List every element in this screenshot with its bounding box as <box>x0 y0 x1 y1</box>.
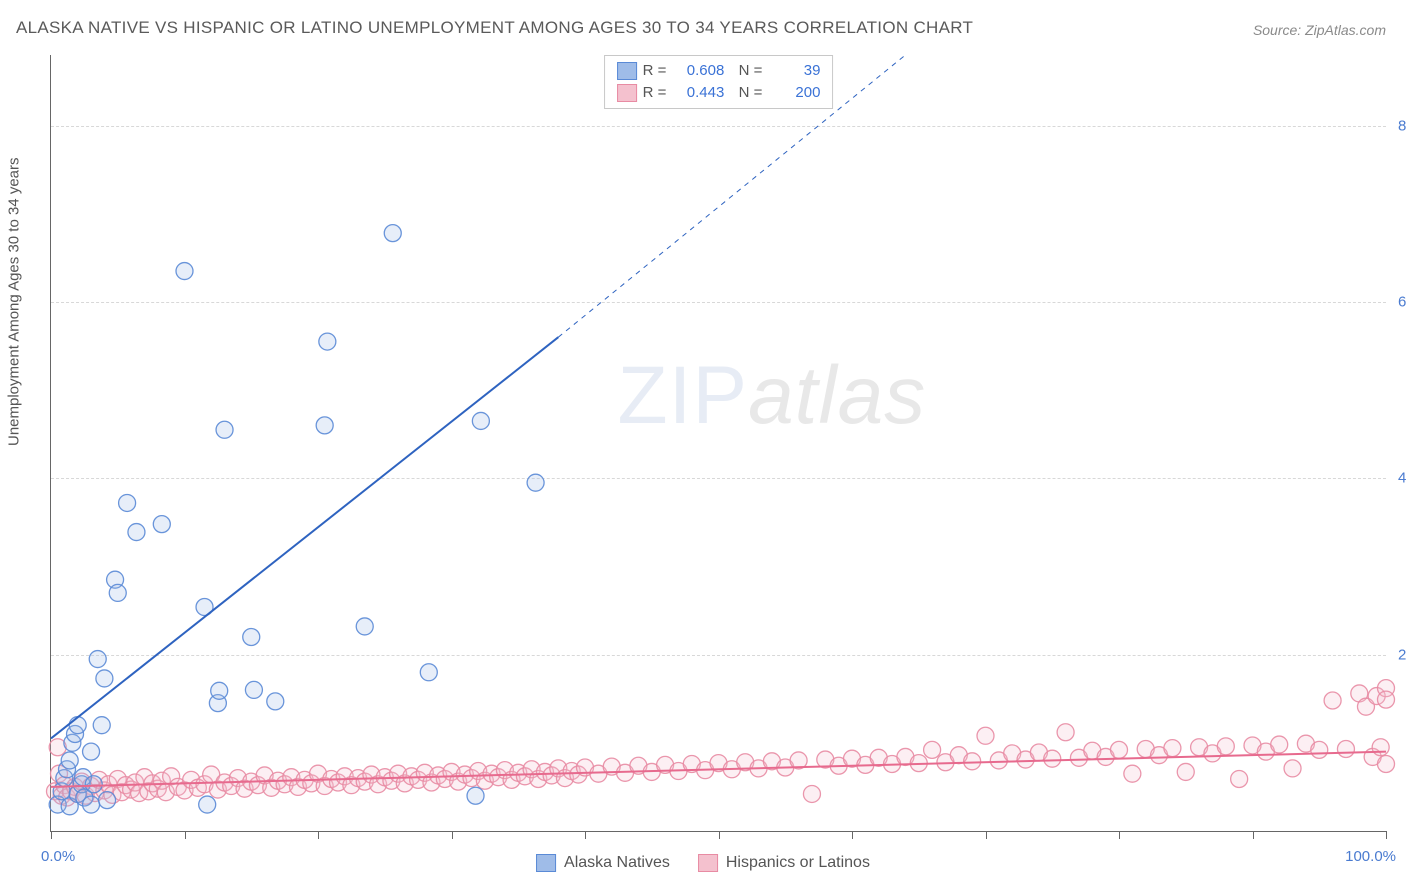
data-point <box>924 741 941 758</box>
data-point <box>316 417 333 434</box>
legend-n-label: N = <box>730 82 762 104</box>
data-point <box>803 785 820 802</box>
chart-svg <box>51 55 1386 831</box>
data-point <box>1337 740 1354 757</box>
plot-area: ZIPatlas R = 0.608 N = 39 R = 0.443 N = … <box>50 55 1386 832</box>
legend-r-label: R = <box>643 60 667 82</box>
data-point <box>1271 736 1288 753</box>
data-point <box>211 682 228 699</box>
legend-label-blue: Alaska Natives <box>564 854 670 872</box>
legend-item-pink: Hispanics or Latinos <box>698 854 870 872</box>
chart-title: ALASKA NATIVE VS HISPANIC OR LATINO UNEM… <box>16 18 973 38</box>
data-point <box>1164 740 1181 757</box>
data-point <box>1217 738 1234 755</box>
data-point <box>216 421 233 438</box>
x-tick <box>1253 831 1254 839</box>
data-point <box>1044 750 1061 767</box>
y-tick-label: 40.0% <box>1388 470 1406 487</box>
x-tick <box>719 831 720 839</box>
data-point <box>1311 741 1328 758</box>
x-tick <box>452 831 453 839</box>
y-tick-label: 20.0% <box>1388 646 1406 663</box>
x-tick <box>51 831 52 839</box>
x-tick <box>1386 831 1387 839</box>
data-point <box>1057 724 1074 741</box>
source-text: Source: ZipAtlas.com <box>1253 22 1386 38</box>
x-tick <box>986 831 987 839</box>
x-tick <box>852 831 853 839</box>
swatch-blue <box>536 854 556 872</box>
swatch-pink <box>617 84 637 102</box>
x-tick <box>1119 831 1120 839</box>
legend-r-blue: 0.608 <box>672 60 724 82</box>
x-tick <box>318 831 319 839</box>
swatch-pink <box>698 854 718 872</box>
fit-line <box>51 337 558 738</box>
data-point <box>1111 741 1128 758</box>
legend-row-pink: R = 0.443 N = 200 <box>617 82 821 104</box>
data-point <box>1177 763 1194 780</box>
data-point <box>245 681 262 698</box>
data-point <box>977 727 994 744</box>
swatch-blue <box>617 62 637 80</box>
x-axis-max-label: 100.0% <box>1345 848 1396 865</box>
data-point <box>83 796 100 813</box>
data-point <box>384 225 401 242</box>
y-tick-label: 80.0% <box>1388 117 1406 134</box>
data-point <box>1284 760 1301 777</box>
legend-row-blue: R = 0.608 N = 39 <box>617 60 821 82</box>
series-legend: Alaska Natives Hispanics or Latinos <box>536 854 870 872</box>
data-point <box>99 792 116 809</box>
legend-r-pink: 0.443 <box>672 82 724 104</box>
data-point <box>153 516 170 533</box>
data-point <box>472 412 489 429</box>
data-point <box>356 618 373 635</box>
data-point <box>467 787 484 804</box>
data-point <box>93 717 110 734</box>
legend-n-blue: 39 <box>768 60 820 82</box>
legend-r-label: R = <box>643 82 667 104</box>
legend-n-label: N = <box>730 60 762 82</box>
data-point <box>69 717 86 734</box>
x-axis-min-label: 0.0% <box>41 848 75 865</box>
data-point <box>109 584 126 601</box>
data-point <box>964 753 981 770</box>
data-point <box>1324 692 1341 709</box>
data-point <box>61 752 78 769</box>
data-point <box>85 776 102 793</box>
data-point <box>420 664 437 681</box>
legend-item-blue: Alaska Natives <box>536 854 670 872</box>
y-tick-label: 60.0% <box>1388 293 1406 310</box>
stats-legend: R = 0.608 N = 39 R = 0.443 N = 200 <box>604 55 834 109</box>
data-point <box>1378 691 1395 708</box>
data-point <box>83 743 100 760</box>
x-tick <box>185 831 186 839</box>
data-point <box>267 693 284 710</box>
data-point <box>96 670 113 687</box>
data-point <box>319 333 336 350</box>
data-point <box>1124 765 1141 782</box>
y-axis-title: Unemployment Among Ages 30 to 34 years <box>6 157 23 446</box>
data-point <box>243 629 260 646</box>
data-point <box>199 796 216 813</box>
legend-label-pink: Hispanics or Latinos <box>726 854 870 872</box>
legend-n-pink: 200 <box>768 82 820 104</box>
data-point <box>1372 739 1389 756</box>
data-point <box>128 524 145 541</box>
data-point <box>1231 770 1248 787</box>
data-point <box>1378 755 1395 772</box>
x-tick <box>585 831 586 839</box>
data-point <box>119 494 136 511</box>
data-point <box>176 263 193 280</box>
data-point <box>527 474 544 491</box>
data-point <box>89 651 106 668</box>
